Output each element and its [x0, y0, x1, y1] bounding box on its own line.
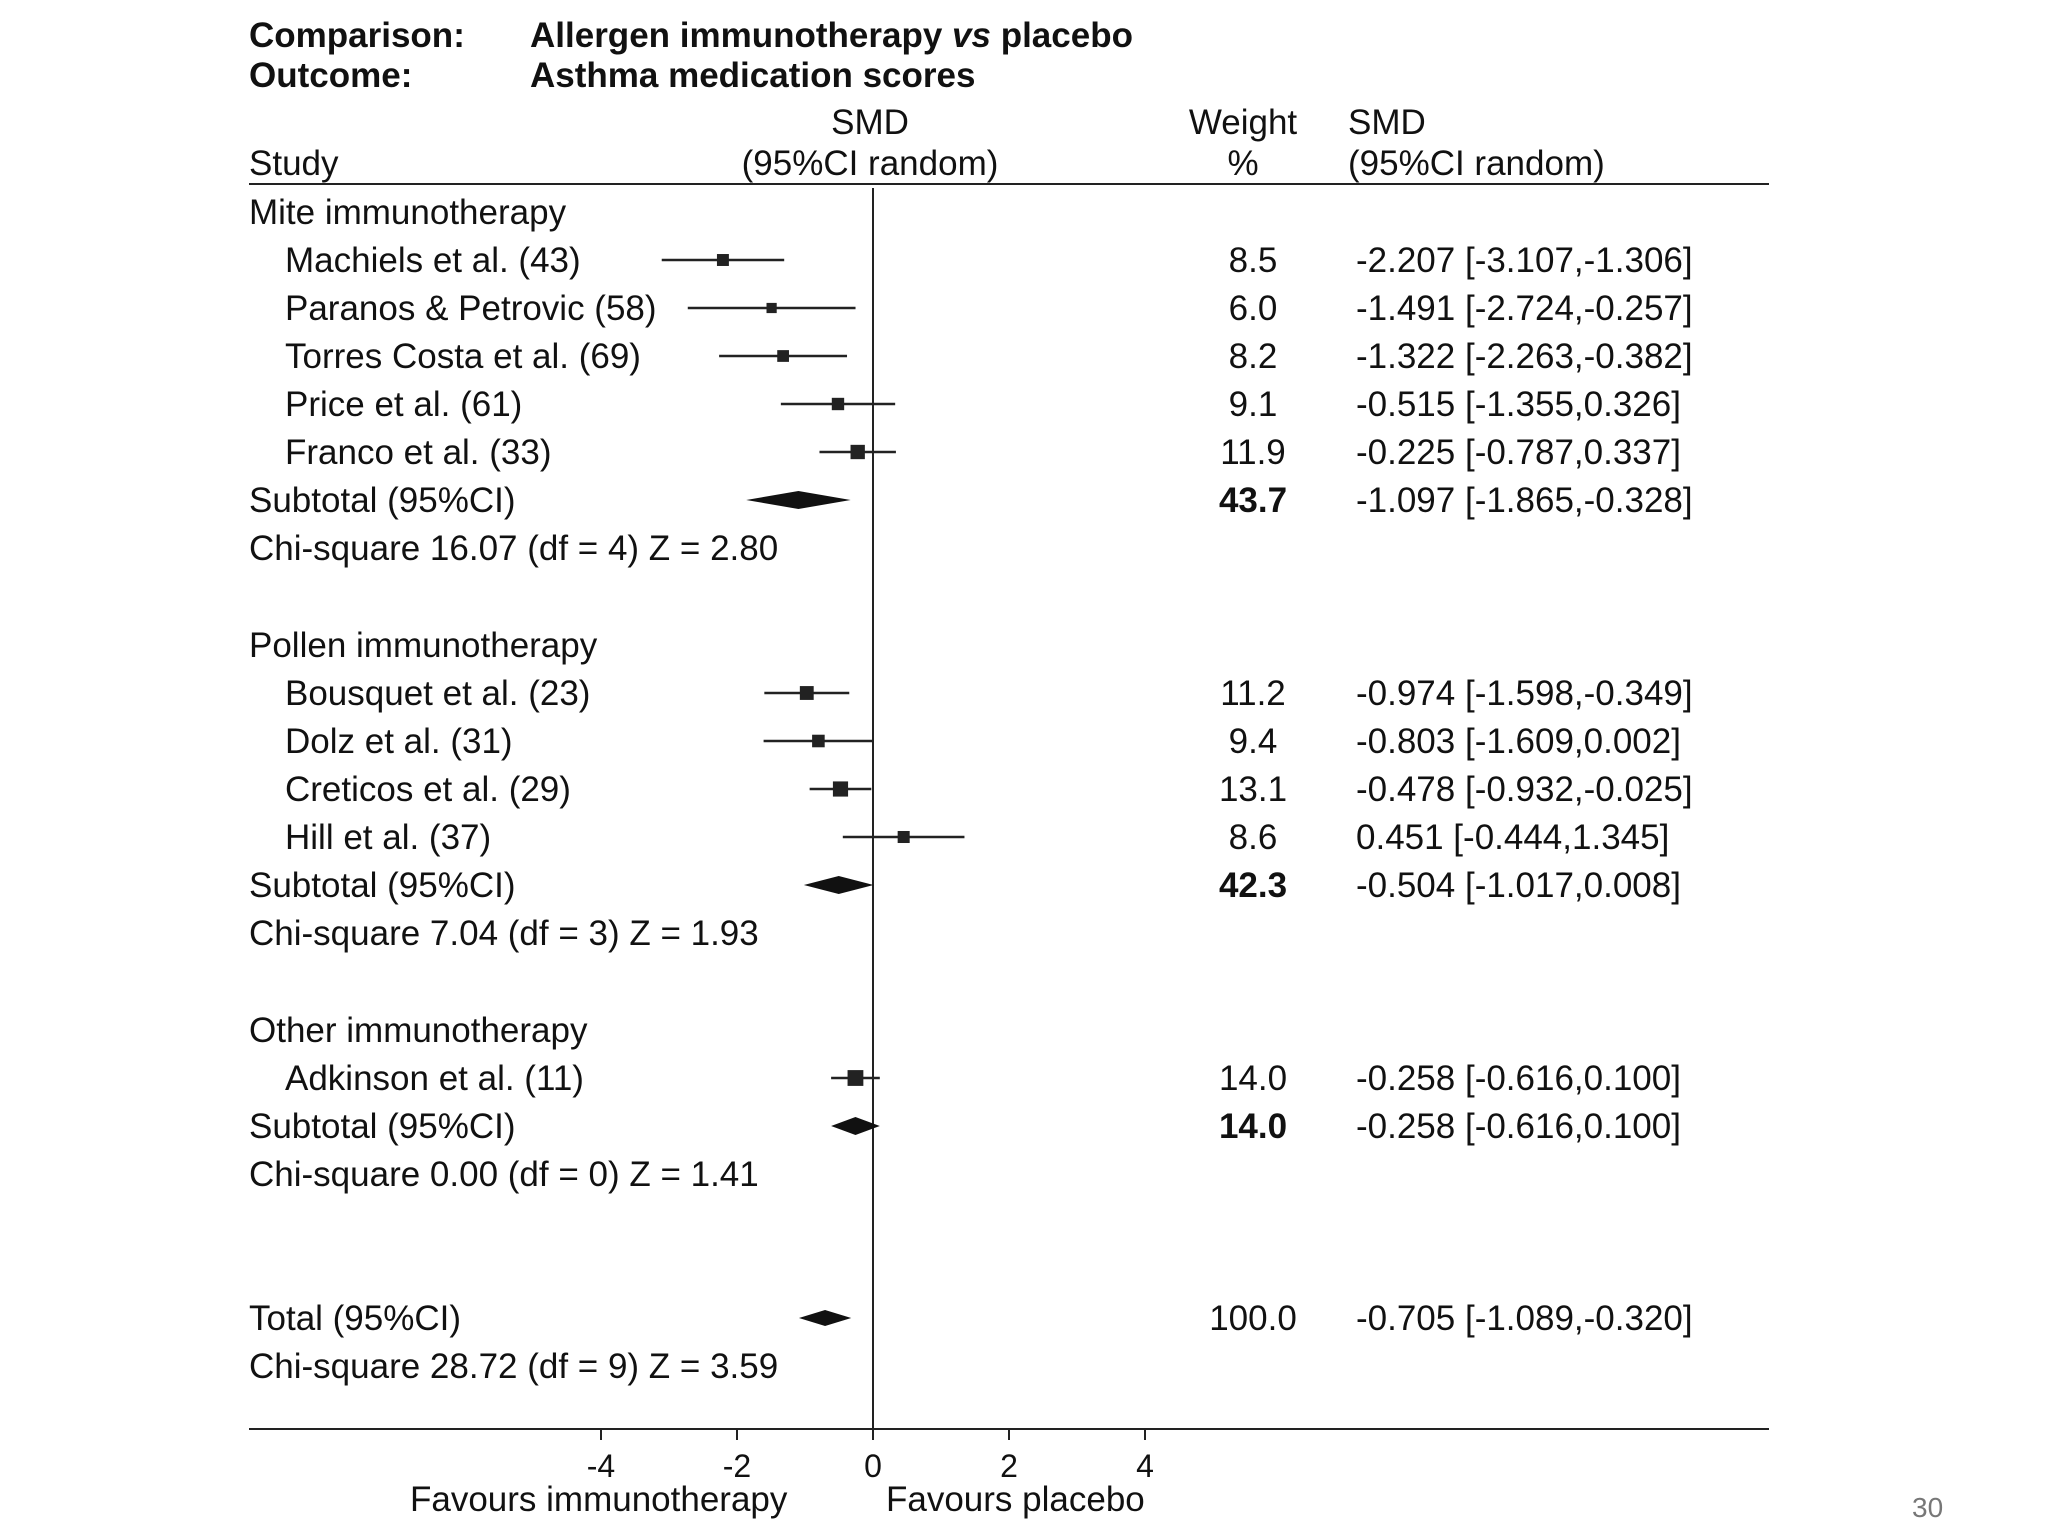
heterogeneity-text: Chi-square 0.00 (df = 0) Z = 1.41 [249, 1155, 759, 1194]
total-ci-text: -0.705 [-1.089,-0.320] [1356, 1299, 1693, 1338]
study-point-estimate [716, 254, 729, 266]
header-rule [249, 183, 1769, 185]
study-label: Paranos & Petrovic (58) [285, 289, 657, 328]
comparison-value: Allergen immunotherapy vs placebo [530, 18, 1133, 53]
study-weight: 14.0 [1218, 1059, 1288, 1098]
group-label-pollen: Pollen immunotherapy [249, 626, 598, 665]
study-label: Dolz et al. (31) [285, 722, 513, 761]
study-ci-text: -0.225 [-0.787,0.337] [1356, 433, 1681, 472]
study-point-estimate [799, 686, 814, 700]
study-label: Hill et al. (37) [285, 818, 492, 857]
favours-placebo-label: Favours placebo [886, 1480, 1145, 1519]
study-point-estimate [832, 781, 849, 797]
study-ci-text: -0.803 [-1.609,0.002] [1356, 722, 1681, 761]
study-point-estimate [850, 444, 865, 460]
column-smd-text-line2: (95%CI random) [1348, 144, 1605, 183]
study-weight: 13.1 [1218, 770, 1288, 809]
study-point-estimate [897, 830, 910, 844]
page-number: 30 [1912, 1492, 1944, 1523]
study-label: Franco et al. (33) [285, 433, 552, 472]
study-weight: 9.1 [1228, 385, 1278, 424]
outcome-label: Outcome: [249, 56, 413, 95]
group-label-other: Other immunotherapy [249, 1011, 588, 1050]
study-label: Torres Costa et al. (69) [285, 337, 641, 376]
favours-immunotherapy-label: Favours immunotherapy [410, 1480, 788, 1519]
study-label: Creticos et al. (29) [285, 770, 571, 809]
axis-tick-label: 4 [1136, 1448, 1154, 1484]
study-ci-text: -0.258 [-0.616,0.100] [1356, 1059, 1681, 1098]
comparison-text: Allergen immunotherapy [530, 16, 953, 55]
column-smd-plot-line1: SMD [831, 103, 909, 142]
study-ci-text: -1.322 [-2.263,-0.382] [1356, 337, 1693, 376]
outcome-value: Asthma medication scores [530, 56, 976, 95]
column-study: Study [249, 144, 339, 183]
column-weight-line2: % [1227, 144, 1259, 183]
subtotal-diamond [831, 1117, 880, 1135]
subtotal-weight: 14.0 [1218, 1107, 1288, 1146]
study-ci-text: 0.451 [-0.444,1.345] [1356, 818, 1670, 857]
total-diamond [798, 1310, 852, 1326]
column-weight-line1: Weight [1188, 103, 1298, 142]
group-label-mite: Mite immunotherapy [249, 193, 567, 232]
heterogeneity-text: Chi-square 16.07 (df = 4) Z = 2.80 [249, 529, 779, 568]
study-weight: 8.5 [1228, 241, 1278, 280]
subtotal-label: Subtotal (95%CI) [249, 1107, 516, 1146]
subtotal-diamond [803, 876, 874, 894]
subtotal-ci-text: -0.258 [-0.616,0.100] [1356, 1107, 1681, 1146]
study-weight: 11.2 [1220, 674, 1286, 713]
study-point-estimate [831, 397, 845, 411]
study-ci-text: -0.974 [-1.598,-0.349] [1356, 674, 1693, 713]
study-point-estimate [812, 734, 825, 748]
study-weight: 8.2 [1228, 337, 1278, 376]
study-label: Bousquet et al. (23) [285, 674, 591, 713]
study-point-estimate [847, 1070, 864, 1086]
study-weight: 11.9 [1220, 433, 1286, 472]
study-weight: 6.0 [1228, 289, 1278, 328]
study-label: Price et al. (61) [285, 385, 523, 424]
study-ci-text: -1.491 [-2.724,-0.257] [1356, 289, 1693, 328]
study-ci-text: -0.478 [-0.932,-0.025] [1356, 770, 1693, 809]
study-ci-text: -0.515 [-1.355,0.326] [1356, 385, 1681, 424]
study-point-estimate [777, 350, 789, 362]
axis-tick-label: 0 [864, 1448, 882, 1484]
study-label: Adkinson et al. (11) [285, 1059, 584, 1098]
column-smd-plot-line2: (95%CI random) [741, 144, 999, 183]
subtotal-label: Subtotal (95%CI) [249, 866, 516, 905]
column-smd-text-line1: SMD [1348, 103, 1426, 142]
comparison-tail: placebo [990, 16, 1133, 55]
subtotal-diamond [746, 491, 851, 509]
study-ci-text: -2.207 [-3.107,-1.306] [1356, 241, 1693, 280]
total-weight: 100.0 [1209, 1299, 1297, 1338]
axis-tick-label: 2 [1000, 1448, 1018, 1484]
subtotal-weight: 43.7 [1218, 481, 1288, 520]
subtotal-label: Subtotal (95%CI) [249, 481, 516, 520]
axis-tick-label: -4 [587, 1448, 615, 1484]
heterogeneity-text: Chi-square 7.04 (df = 3) Z = 1.93 [249, 914, 759, 953]
study-point-estimate [766, 302, 777, 314]
subtotal-ci-text: -0.504 [-1.017,0.008] [1356, 866, 1681, 905]
axis-tick-label: -2 [723, 1448, 751, 1484]
comparison-label: Comparison: [249, 16, 465, 55]
subtotal-weight: 42.3 [1218, 866, 1288, 905]
total-label: Total (95%CI) [249, 1299, 462, 1338]
comparison-vs: vs [952, 16, 991, 55]
subtotal-ci-text: -1.097 [-1.865,-0.328] [1356, 481, 1693, 520]
study-weight: 9.4 [1228, 722, 1278, 761]
total-heterogeneity-text: Chi-square 28.72 (df = 9) Z = 3.59 [249, 1347, 779, 1386]
study-weight: 8.6 [1228, 818, 1278, 857]
study-label: Machiels et al. (43) [285, 241, 581, 280]
